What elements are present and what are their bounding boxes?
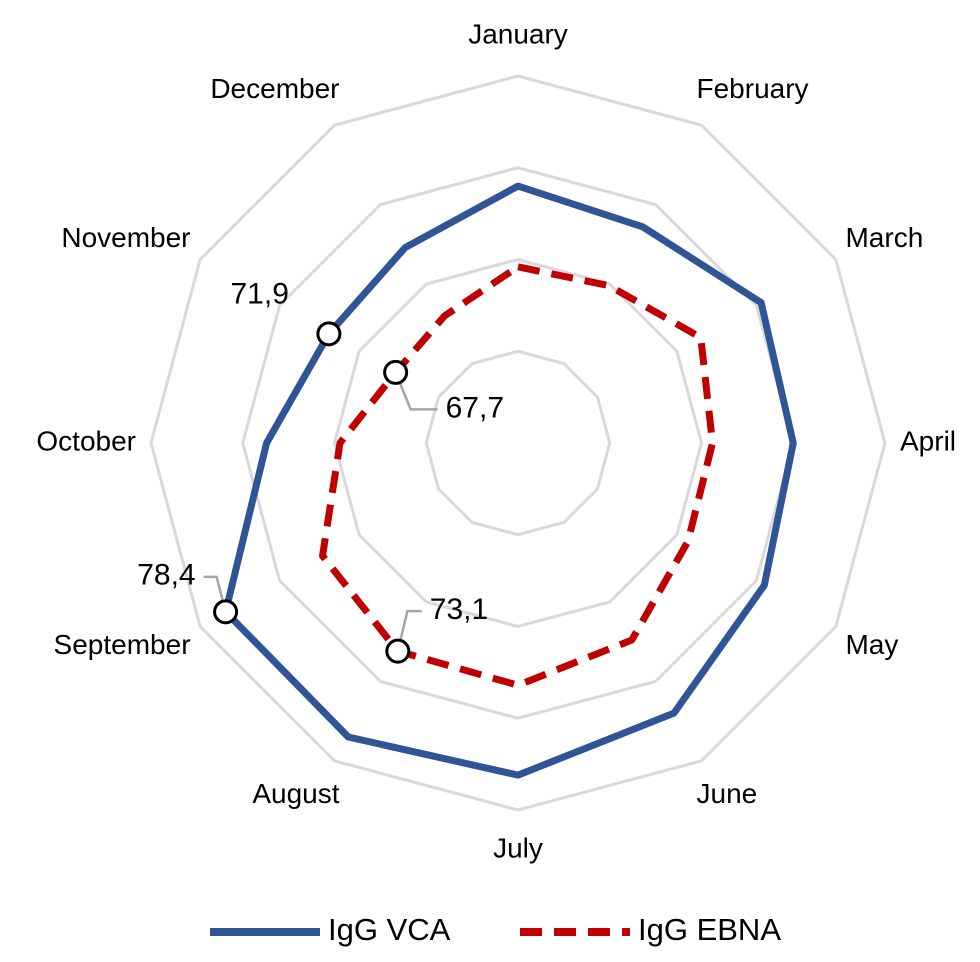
grid-ring [424, 349, 612, 537]
category-label: January [468, 18, 568, 49]
grid-ring [149, 74, 887, 812]
category-label: November [61, 222, 190, 253]
data-marker [385, 638, 411, 664]
category-label: April [900, 425, 956, 456]
data-marker [316, 321, 342, 347]
legend-label: IgG VCA [328, 912, 451, 947]
category-label: March [845, 222, 923, 253]
legend-label: IgG EBNA [638, 912, 781, 947]
data-label: 78,4 [137, 559, 195, 592]
category-label: September [54, 629, 191, 660]
leader-line [394, 371, 438, 411]
data-label: 71,9 [230, 278, 288, 311]
category-label: August [252, 778, 339, 809]
category-label: June [697, 778, 758, 809]
category-label: July [493, 832, 543, 863]
category-label: October [36, 425, 136, 456]
category-label: May [845, 629, 898, 660]
grid-ring [241, 166, 795, 720]
data-label: 67,7 [446, 391, 504, 424]
data-marker [213, 599, 239, 625]
grid-ring [332, 257, 704, 629]
category-label: December [210, 73, 339, 104]
category-label: February [697, 73, 809, 104]
leader-line [396, 609, 422, 652]
data-label: 73,1 [430, 593, 488, 626]
data-marker [383, 359, 409, 385]
